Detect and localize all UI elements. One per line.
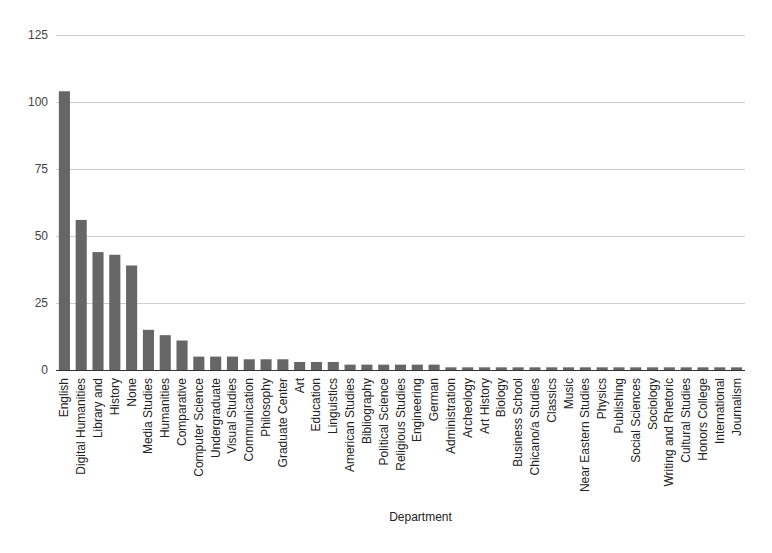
x-tick-label: Visual Studies: [225, 378, 239, 454]
bar: [92, 252, 103, 370]
bar: [210, 357, 221, 370]
bar: [176, 341, 187, 370]
x-tick-label: German: [427, 378, 441, 421]
x-tick-label: Writing and Rhetoric: [662, 378, 676, 487]
bar: [361, 365, 372, 370]
x-tick-label: Physics: [595, 378, 609, 419]
bar: [429, 365, 440, 370]
bar: [345, 365, 356, 370]
x-tick-label: Communication: [242, 378, 256, 461]
x-tick-label: Humanities: [158, 378, 172, 438]
x-tick-label: Business School: [511, 378, 525, 467]
x-tick-label: Honors College: [696, 378, 710, 461]
bar: [261, 359, 272, 370]
bar: [227, 357, 238, 370]
grid-line: [56, 303, 745, 304]
bar: [126, 265, 137, 370]
bar: [294, 362, 305, 370]
x-tick-label: Cultural Studies: [679, 378, 693, 463]
x-tick-label: Publishing: [612, 378, 626, 433]
x-tick-label: Chicano/a Studies: [528, 378, 542, 475]
x-tick-label: Administration: [444, 378, 458, 454]
x-tick-label: Art History: [478, 378, 492, 434]
y-tick-label: 100: [28, 95, 48, 109]
bar: [395, 365, 406, 370]
bar: [412, 365, 423, 370]
x-tick-label: Classics: [545, 378, 559, 423]
x-tick-label: Education: [309, 378, 323, 431]
y-tick-label: 125: [28, 28, 48, 42]
chart: 0255075100125EnglishDigital HumanitiesLi…: [0, 0, 772, 553]
x-axis-line: [56, 370, 745, 371]
x-tick-label: Comparative: [175, 378, 189, 446]
x-tick-label: Undergraduate: [209, 378, 223, 458]
x-tick-label: Social Sciences: [629, 378, 643, 463]
x-tick-label: Philosophy: [259, 378, 273, 437]
bar: [143, 330, 154, 370]
x-tick-label: None: [125, 378, 139, 407]
y-tick-label: 25: [35, 296, 49, 310]
bar: [311, 362, 322, 370]
bars: [59, 91, 742, 370]
bar: [76, 220, 87, 370]
x-tick-label: Graduate Center: [276, 378, 290, 467]
grid-line: [56, 102, 745, 103]
bar: [193, 357, 204, 370]
x-tick-label: Media Studies: [141, 378, 155, 454]
x-tick-label: English: [57, 378, 71, 417]
grid-line: [56, 236, 745, 237]
y-tick-label: 0: [41, 363, 48, 377]
x-tick-label: Linguistics: [326, 378, 340, 434]
x-tick-label: American Studies: [343, 378, 357, 472]
x-tick-label: Music: [562, 378, 576, 409]
x-tick-label: Library and: [91, 378, 105, 438]
grid-line: [56, 35, 745, 36]
bar: [59, 91, 70, 370]
x-tick-label: Near Eastern Studies: [578, 378, 592, 492]
grid-line: [56, 169, 745, 170]
x-axis-title: Department: [389, 510, 452, 524]
bar: [244, 359, 255, 370]
y-tick-label: 50: [35, 229, 49, 243]
x-tick-label: Biology: [494, 378, 508, 417]
x-tick-label: Journalism: [730, 378, 744, 436]
x-tick-label: Archeology: [461, 378, 475, 438]
bar: [160, 335, 171, 370]
x-tick-label: Art: [293, 377, 307, 393]
y-tick-label: 75: [35, 162, 49, 176]
x-tick-label: Political Science: [377, 378, 391, 466]
x-tick-label: International: [713, 378, 727, 444]
x-tick-label: Digital Humanities: [74, 378, 88, 475]
x-tick-label: Bibliography: [360, 378, 374, 444]
x-tick-label: Computer Science: [192, 378, 206, 477]
bar: [328, 362, 339, 370]
bar: [109, 255, 120, 370]
x-tick-label: History: [108, 378, 122, 415]
x-tick-label: Sociology: [646, 378, 660, 430]
bar: [277, 359, 288, 370]
grid-line: [56, 370, 745, 371]
x-tick-label: Religious Studies: [394, 378, 408, 471]
bar: [378, 365, 389, 370]
x-tick-label: Engineering: [410, 378, 424, 442]
